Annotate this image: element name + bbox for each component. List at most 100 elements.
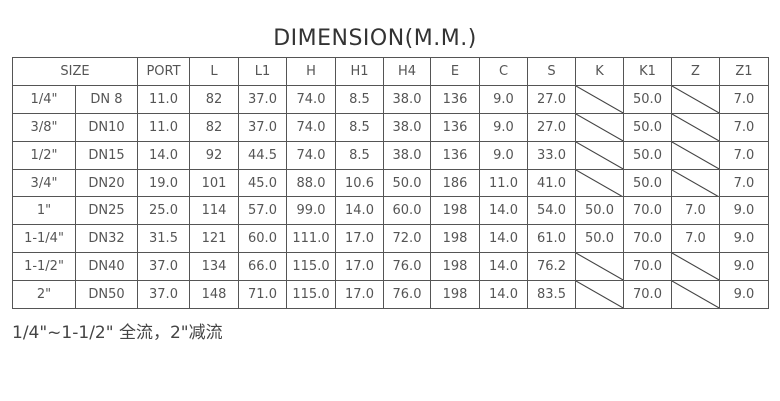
diagonal-slash-icon [576, 142, 623, 169]
table-cell: 101 [189, 168, 239, 198]
empty-cell [671, 168, 720, 198]
empty-cell [575, 168, 624, 198]
table-cell: 9.0 [719, 196, 769, 226]
table-cell: 37.0 [238, 84, 287, 114]
table-cell: 1/2" [12, 140, 76, 170]
table-cell: 1-1/4" [12, 224, 76, 254]
table-cell: 70.0 [623, 280, 672, 310]
table-cell: 14.0 [479, 280, 528, 310]
table-cell: 3/4" [12, 168, 76, 198]
header-row: SIZE PORT L L1 H H1 H4 E C S K K1 Z Z1 [12, 57, 769, 86]
diagonal-slash-icon [576, 114, 623, 141]
table-cell: 74.0 [286, 140, 336, 170]
table-cell: 50.0 [623, 84, 672, 114]
table-row: 1-1/2" DN40 37.0 134 66.0 115.0 17.0 76.0 198 14.… [12, 252, 769, 282]
empty-cell [671, 280, 720, 310]
table-cell: 17.0 [335, 252, 384, 282]
table-cell: 11.0 [479, 168, 528, 198]
empty-cell [575, 112, 624, 142]
table-cell: 88.0 [286, 168, 336, 198]
table-cell: 57.0 [238, 196, 287, 226]
table-cell: 38.0 [383, 112, 431, 142]
table-cell: 50.0 [623, 140, 672, 170]
diagonal-slash-icon [576, 253, 623, 280]
column-header: PORT [137, 57, 190, 86]
table-cell: DN40 [75, 252, 138, 282]
table-cell: 198 [430, 280, 480, 310]
table-cell: 70.0 [623, 224, 672, 254]
table-cell: 31.5 [137, 224, 190, 254]
column-header: K1 [623, 57, 672, 86]
column-header: H [286, 57, 336, 86]
table-cell: 74.0 [286, 112, 336, 142]
table-cell: 186 [430, 168, 480, 198]
table-cell: 33.0 [527, 140, 576, 170]
table-cell: DN10 [75, 112, 138, 142]
table-cell: 45.0 [238, 168, 287, 198]
column-header: H1 [335, 57, 384, 86]
table-cell: 83.5 [527, 280, 576, 310]
table-cell: 66.0 [238, 252, 287, 282]
column-header: Z [671, 57, 720, 86]
table-row: 1/4" DN 8 11.0 82 37.0 74.0 8.5 38.0 136 9.0 27.0 5… [12, 84, 769, 114]
table-cell: 17.0 [335, 280, 384, 310]
table-cell: 7.0 [671, 224, 720, 254]
diagonal-slash-icon [672, 253, 719, 280]
diagonal-slash-icon [672, 170, 719, 197]
table-cell: 198 [430, 196, 480, 226]
table-row: 2" DN50 37.0 148 71.0 115.0 17.0 76.0 198 14.0 83.… [12, 280, 769, 310]
table-row: 1-1/4" DN32 31.5 121 60.0 111.0 17.0 72.0 198 14.… [12, 224, 769, 254]
table-cell: 37.0 [137, 252, 190, 282]
table-row: 3/8" DN10 11.0 82 37.0 74.0 8.5 38.0 136 9.0 27.0 5… [12, 112, 769, 142]
table-cell: 198 [430, 252, 480, 282]
table-cell: 8.5 [335, 140, 384, 170]
table-cell: 114 [189, 196, 239, 226]
table-cell: 50.0 [383, 168, 431, 198]
table-cell: 27.0 [527, 84, 576, 114]
empty-cell [575, 280, 624, 310]
diagonal-slash-icon [672, 86, 719, 113]
table-cell: 38.0 [383, 84, 431, 114]
column-header: K [575, 57, 624, 86]
table-cell: 14.0 [479, 252, 528, 282]
table-cell: 71.0 [238, 280, 287, 310]
table-cell: 14.0 [335, 196, 384, 226]
table-cell: 136 [430, 112, 480, 142]
column-header: L1 [238, 57, 287, 86]
table-cell: 9.0 [479, 112, 528, 142]
column-header: L [189, 57, 239, 86]
table-cell: 7.0 [719, 84, 769, 114]
table-cell: 115.0 [286, 252, 336, 282]
table-cell: 9.0 [479, 84, 528, 114]
table-cell: 1/4" [12, 84, 76, 114]
table-cell: 10.6 [335, 168, 384, 198]
diagonal-slash-icon [576, 281, 623, 308]
table-cell: 76.0 [383, 280, 431, 310]
table-cell: 37.0 [137, 280, 190, 310]
table-cell: 198 [430, 224, 480, 254]
table-cell: 60.0 [383, 196, 431, 226]
table-cell: 82 [189, 84, 239, 114]
empty-cell [575, 140, 624, 170]
table-cell: 61.0 [527, 224, 576, 254]
table-cell: DN 8 [75, 84, 138, 114]
table-cell: 50.0 [623, 168, 672, 198]
table-cell: 9.0 [479, 140, 528, 170]
diagonal-slash-icon [672, 281, 719, 308]
table-cell: 70.0 [623, 196, 672, 226]
diagonal-slash-icon [576, 86, 623, 113]
table-cell: 121 [189, 224, 239, 254]
empty-cell [671, 112, 720, 142]
table-cell: 50.0 [623, 112, 672, 142]
diagonal-slash-icon [672, 142, 719, 169]
table-cell: 7.0 [719, 168, 769, 198]
empty-cell [575, 84, 624, 114]
table-cell: 8.5 [335, 84, 384, 114]
table-cell: 9.0 [719, 252, 769, 282]
empty-cell [671, 84, 720, 114]
table-cell: DN15 [75, 140, 138, 170]
table-cell: 99.0 [286, 196, 336, 226]
column-header: S [527, 57, 576, 86]
page-title: DIMENSION(M.M.) [273, 26, 477, 51]
table-cell: DN50 [75, 280, 138, 310]
